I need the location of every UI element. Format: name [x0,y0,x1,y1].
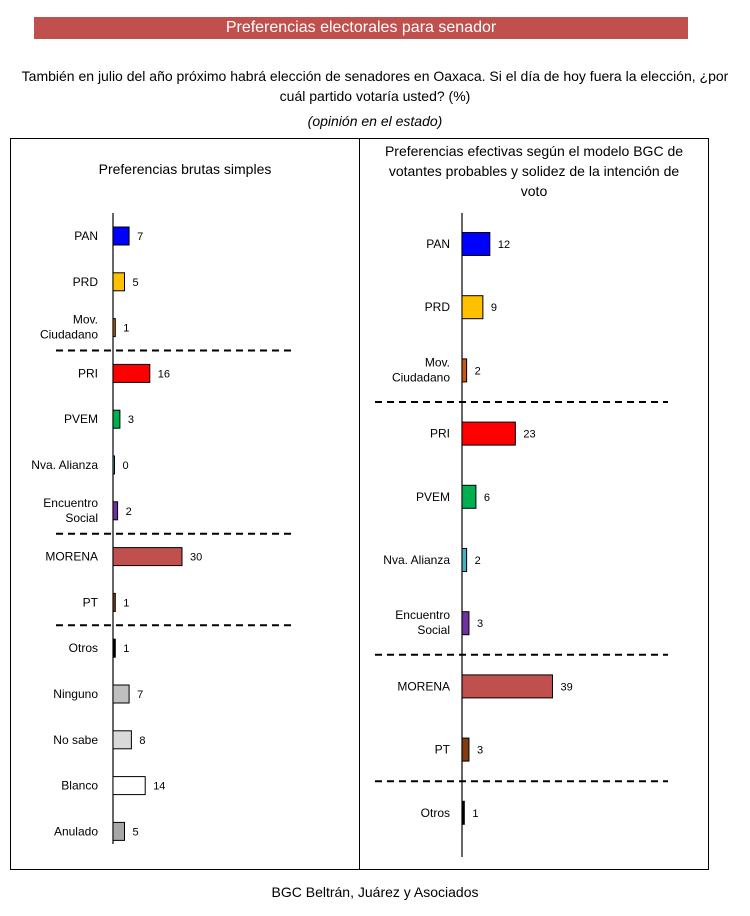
survey-scope: (opinión en el estado) [307,113,443,129]
chart-title-raw: Preferencias brutas simples [98,161,272,177]
value-label-nva-alianza: 0 [123,460,129,472]
value-label-prd: 5 [133,277,139,289]
value-label-ninguno: 7 [137,689,143,701]
category-label-pri: PRI [78,366,98,380]
value-label-otros: 1 [472,808,478,820]
bar-pvem [461,484,477,509]
value-label-anulado: 5 [133,826,139,838]
bar-pt [461,737,470,762]
category-label-morena: MORENA [45,550,98,564]
value-label-encuentro-social: 2 [126,506,132,518]
category-label-pan: PAN [74,229,98,243]
category-label-otros: Otros [69,641,98,655]
category-label-prd: PRD [73,275,99,289]
value-label-pt: 1 [123,597,129,609]
bar-pan [461,232,491,256]
value-label-pvem: 3 [128,414,134,426]
value-label-pri: 16 [158,368,170,380]
chart-panel-raw: Preferencias brutas simples PAN 7 PRD 5 Mov.… [10,138,360,870]
category-label-mov-ciudadano: Mov. Ciudadano [40,313,98,342]
bar-morena [112,547,183,567]
value-label-morena: 39 [560,681,572,693]
value-label-pan: 7 [137,231,143,243]
category-label-prd: PRD [425,300,451,314]
source-footer: BGC Beltrán, Juárez y Asociados [271,884,479,900]
bar-no-sabe [112,730,132,750]
category-label-no-sabe: No sabe [53,733,98,747]
value-label-nva-alianza: 2 [475,555,481,567]
value-label-pt: 3 [477,745,483,757]
category-label-pan: PAN [426,237,450,251]
bar-encuentro-social [461,611,470,636]
value-label-morena: 30 [190,552,202,564]
category-label-pvem: PVEM [416,490,450,504]
bar-pvem [112,409,121,429]
bar-nva-alianza [461,548,468,572]
chart-banner-title: Preferencias electorales para senador [34,17,688,39]
value-label-otros: 1 [123,643,129,655]
bar-ninguno [112,684,130,704]
bar-pt [112,592,116,612]
survey-question: También en julio del año próximo habrá e… [21,68,729,104]
category-label-otros: Otros [421,806,450,820]
category-label-nva-alianza: Nva. Alianza [31,458,98,472]
category-label-anulado: Anulado [54,824,98,838]
bar-anulado [112,821,125,841]
chart-panel-effective: Preferencias efectivas según el modelo B… [359,138,709,870]
bar-prd [112,272,125,292]
category-label-pt: PT [83,595,99,609]
bar-otros [461,800,465,825]
category-label-morena: MORENA [397,679,450,693]
category-label-blanco: Blanco [61,779,98,793]
value-label-mov-ciudadano: 1 [123,323,129,335]
bar-pri [112,363,151,383]
bar-pan [112,226,130,246]
bar-blanco [112,776,146,796]
category-label-pt: PT [435,743,451,757]
category-label-ninguno: Ninguno [53,687,98,701]
chart-title-effective: Preferencias efectivas según el modelo B… [384,143,684,199]
value-label-encuentro-social: 3 [477,618,483,630]
bar-otros [112,638,116,658]
bar-prd [461,295,484,320]
category-label-pri: PRI [430,427,450,441]
value-label-pri: 23 [523,429,535,441]
bar-mov-ciudadano [461,358,468,383]
category-label-nva-alianza: Nva. Alianza [383,553,450,567]
value-label-mov-ciudadano: 2 [475,365,481,377]
bar-chart-raw: PAN 7 PRD 5 Mov. Ciudadano 1 PRI 16 PVEM 3 Nva. Ali… [31,213,291,844]
value-label-no-sabe: 8 [139,735,145,747]
bar-encuentro-social [112,501,119,521]
bar-pri [461,421,516,446]
bar-mov-ciudadano [112,318,116,338]
category-label-mov-ciudadano: Mov. Ciudadano [392,355,450,384]
value-label-pan: 12 [498,239,510,251]
category-label-encuentro-social: Encuentro Social [43,496,98,525]
bar-nva-alianza [112,455,115,475]
value-label-pvem: 6 [484,492,490,504]
bar-morena [461,674,553,699]
category-label-pvem: PVEM [64,412,98,426]
value-label-prd: 9 [491,302,497,314]
category-label-encuentro-social: Encuentro Social [395,608,450,637]
value-label-blanco: 14 [153,781,165,793]
